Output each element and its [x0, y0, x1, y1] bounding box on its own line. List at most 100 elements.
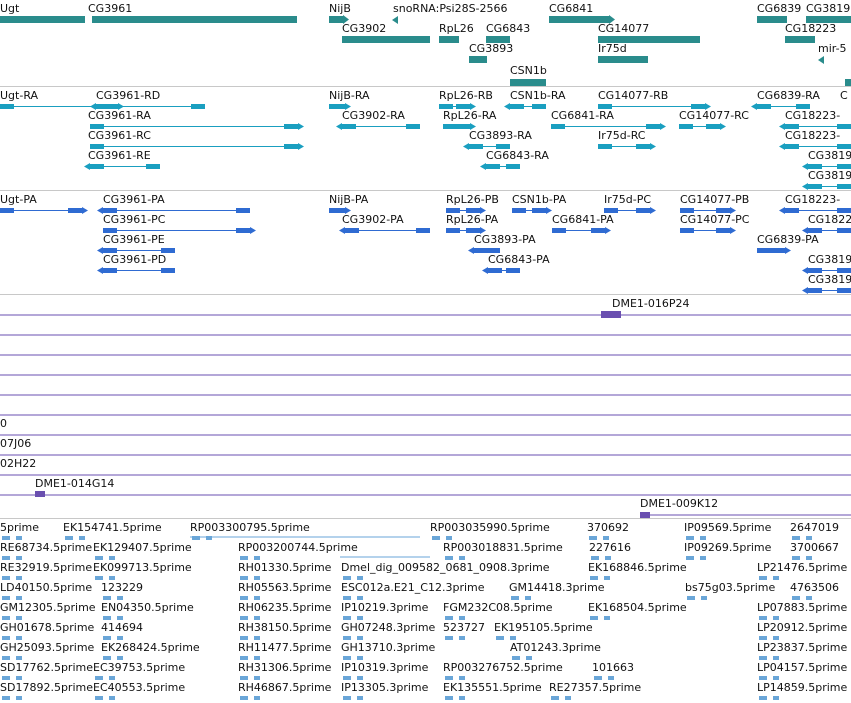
gene-bar[interactable]: [845, 79, 851, 86]
transcript-glyph-exon[interactable]: [785, 124, 799, 129]
est-glyph[interactable]: [240, 596, 248, 600]
est-label[interactable]: 414694: [101, 621, 143, 634]
transcript-glyph-strand[interactable]: [660, 123, 666, 130]
est-glyph[interactable]: [526, 656, 532, 660]
transcript-label[interactable]: RpL26-RB: [439, 89, 493, 102]
protein-label[interactable]: CSN1b-PA: [512, 193, 567, 206]
protein-label[interactable]: CG3961-PA: [103, 193, 165, 206]
transcript-label[interactable]: NijB-RA: [329, 89, 370, 102]
protein-glyph-exon[interactable]: [161, 268, 175, 273]
est-glyph[interactable]: [103, 616, 111, 620]
est-glyph[interactable]: [432, 536, 440, 540]
est-glyph[interactable]: [459, 636, 465, 640]
transcript-glyph-exon[interactable]: [551, 124, 565, 129]
transcript-glyph-strand[interactable]: [802, 183, 808, 190]
protein-label[interactable]: CG3819: [808, 253, 851, 266]
est-label[interactable]: LP04157.5prime: [757, 661, 848, 674]
transcript-label[interactable]: CG3819: [808, 149, 851, 162]
protein-glyph-exon[interactable]: [0, 208, 14, 213]
protein-label[interactable]: RpL26-PB: [446, 193, 499, 206]
gene-bar[interactable]: [510, 79, 546, 86]
transcript-glyph-exon[interactable]: [90, 124, 104, 129]
est-label[interactable]: ESC012a.E21_C12.3prime: [341, 581, 485, 594]
protein-label[interactable]: CG3819: [808, 273, 851, 286]
gene-bar[interactable]: [92, 16, 297, 23]
protein-label[interactable]: Ir75d-PC: [604, 193, 652, 206]
est-glyph[interactable]: [604, 616, 610, 620]
est-glyph[interactable]: [254, 656, 260, 660]
transcript-glyph-exon[interactable]: [191, 104, 205, 109]
protein-label[interactable]: CG14077-PC: [680, 213, 750, 226]
protein-glyph-exon[interactable]: [103, 228, 117, 233]
gene-label[interactable]: CG14077: [598, 22, 650, 35]
est-label[interactable]: RP003200744.5prime: [238, 541, 358, 554]
est-glyph[interactable]: [686, 556, 694, 560]
protein-glyph-strand[interactable]: [482, 267, 488, 274]
gene-label[interactable]: CG6841: [549, 2, 594, 15]
est-glyph[interactable]: [459, 556, 465, 560]
protein-glyph-strand[interactable]: [605, 227, 611, 234]
transcript-glyph-exon[interactable]: [837, 144, 851, 149]
protein-glyph-exon[interactable]: [716, 208, 730, 213]
est-label[interactable]: IP09569.5prime: [684, 521, 772, 534]
protein-glyph-exon[interactable]: [446, 208, 460, 213]
est-glyph[interactable]: [343, 696, 351, 700]
est-glyph[interactable]: [2, 596, 10, 600]
est-label[interactable]: 370692: [587, 521, 629, 534]
est-glyph[interactable]: [759, 656, 767, 660]
protein-label[interactable]: CG3893-PA: [474, 233, 536, 246]
protein-glyph-exon[interactable]: [808, 288, 822, 293]
protein-label[interactable]: RpL26-PA: [446, 213, 499, 226]
est-glyph[interactable]: [103, 656, 111, 660]
gene-bar[interactable]: [439, 36, 459, 43]
gene-bar[interactable]: [469, 56, 487, 63]
transcript-label[interactable]: CG14077-RC: [679, 109, 749, 122]
transcript-glyph-strand[interactable]: [751, 103, 757, 110]
est-glyph[interactable]: [95, 556, 103, 560]
est-glyph[interactable]: [512, 656, 520, 660]
clone-label[interactable]: 02H22: [0, 457, 37, 470]
est-glyph[interactable]: [604, 576, 610, 580]
protein-glyph-exon[interactable]: [604, 208, 618, 213]
gene-label[interactable]: CSN1b: [510, 64, 547, 77]
est-glyph[interactable]: [254, 576, 260, 580]
transcript-glyph-strand[interactable]: [298, 123, 304, 130]
gene-bar[interactable]: [785, 36, 815, 43]
est-glyph[interactable]: [65, 536, 73, 540]
est-glyph[interactable]: [445, 676, 453, 680]
est-label[interactable]: EK135551.5prime: [443, 681, 542, 694]
est-glyph[interactable]: [109, 696, 115, 700]
protein-glyph-exon[interactable]: [837, 288, 851, 293]
clone-bar[interactable]: [601, 311, 621, 318]
est-glyph[interactable]: [773, 696, 779, 700]
est-label[interactable]: RH11477.5prime: [238, 641, 332, 654]
est-glyph[interactable]: [773, 576, 779, 580]
transcript-label[interactable]: CG3819: [808, 169, 851, 182]
est-glyph[interactable]: [511, 596, 519, 600]
est-glyph[interactable]: [240, 676, 248, 680]
est-label[interactable]: 3700667: [790, 541, 839, 554]
est-label[interactable]: IP10319.3prime: [341, 661, 429, 674]
est-label[interactable]: LP14859.5prime: [757, 681, 848, 694]
protein-glyph-exon[interactable]: [532, 208, 546, 213]
est-glyph[interactable]: [343, 656, 351, 660]
est-glyph[interactable]: [254, 696, 260, 700]
protein-glyph-strand[interactable]: [802, 287, 808, 294]
protein-label[interactable]: CG14077-PB: [680, 193, 750, 206]
est-glyph[interactable]: [254, 676, 260, 680]
transcript-label[interactable]: CSN1b-RA: [510, 89, 566, 102]
transcript-glyph-exon[interactable]: [808, 184, 822, 189]
transcript-glyph-strand[interactable]: [779, 123, 785, 130]
protein-glyph-exon[interactable]: [680, 228, 694, 233]
est-glyph[interactable]: [117, 636, 123, 640]
est-glyph[interactable]: [510, 636, 516, 640]
est-glyph[interactable]: [551, 696, 559, 700]
est-glyph[interactable]: [192, 536, 200, 540]
est-glyph[interactable]: [16, 696, 22, 700]
gene-label[interactable]: snoRNA:Psi28S-2566: [393, 2, 508, 15]
est-label[interactable]: RE68734.5prime: [0, 541, 93, 554]
clone-label[interactable]: DME1-009K12: [640, 497, 719, 510]
est-glyph[interactable]: [459, 676, 465, 680]
transcript-glyph-strand[interactable]: [90, 103, 96, 110]
est-label[interactable]: 101663: [592, 661, 634, 674]
